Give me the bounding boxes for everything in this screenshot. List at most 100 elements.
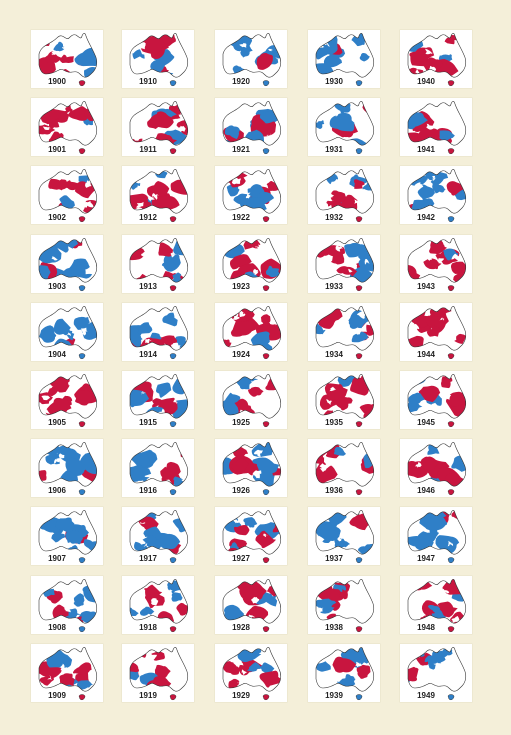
year-label: 1942 xyxy=(417,213,435,222)
blank-region xyxy=(252,470,262,479)
year-label: 1931 xyxy=(325,145,343,154)
tasmania-outline xyxy=(262,626,270,633)
australia-map-1931 xyxy=(315,101,375,155)
blue-region xyxy=(73,593,85,607)
blank-region xyxy=(171,43,178,50)
year-label: 1903 xyxy=(48,282,66,291)
blue-region xyxy=(333,584,346,594)
blank-region xyxy=(355,661,364,668)
blue-region xyxy=(130,331,143,348)
blue-region xyxy=(130,671,140,681)
blank-region xyxy=(250,596,260,604)
tasmania-outline xyxy=(78,216,86,223)
blue-region xyxy=(132,49,145,60)
year-label: 1915 xyxy=(139,418,157,427)
tasmania-outline xyxy=(169,626,177,633)
blank-region xyxy=(232,518,241,524)
australia-map-1902 xyxy=(38,169,98,223)
blank-region xyxy=(65,173,71,179)
blue-region xyxy=(225,392,241,405)
blank-region xyxy=(83,200,94,208)
year-label: 1900 xyxy=(48,77,66,86)
blank-region xyxy=(415,462,423,468)
coastline-outline xyxy=(407,510,467,555)
australia-map-1940 xyxy=(407,33,467,87)
red-region xyxy=(228,678,242,689)
australia-map-1900 xyxy=(38,33,98,87)
year-label: 1941 xyxy=(417,145,435,154)
red-region xyxy=(420,456,440,471)
coastline-outline xyxy=(315,442,375,487)
year-label: 1932 xyxy=(325,213,343,222)
australia-map-1909 xyxy=(38,647,98,701)
blank-region xyxy=(439,317,445,321)
australia-map-1923 xyxy=(222,238,282,292)
blank-region xyxy=(141,250,148,257)
blank-region xyxy=(51,50,58,56)
tasmania-outline xyxy=(262,216,270,223)
australia-map-1928 xyxy=(222,579,282,633)
blank-region xyxy=(143,543,149,548)
blank-region xyxy=(251,380,258,385)
blue-region xyxy=(323,55,342,70)
red-region xyxy=(255,530,277,549)
tasmania-outline xyxy=(262,148,270,155)
map-tile-1934: 1934 xyxy=(308,303,380,361)
map-tile-1938: 1938 xyxy=(308,576,380,634)
map-tile-1935: 1935 xyxy=(308,371,380,429)
tasmania-outline xyxy=(355,216,363,223)
blue-region xyxy=(359,53,370,62)
blank-region xyxy=(413,664,421,670)
tasmania-outline xyxy=(447,694,455,701)
blue-region xyxy=(334,538,350,549)
year-label: 1911 xyxy=(139,145,157,154)
australia-map-1930 xyxy=(315,33,375,87)
australia-map-1934 xyxy=(315,306,375,360)
blank-region xyxy=(132,134,142,141)
tasmania-outline xyxy=(355,489,363,496)
coastline-outline xyxy=(222,374,282,419)
tasmania-outline xyxy=(169,421,177,428)
red-region xyxy=(331,251,345,265)
red-region xyxy=(65,180,79,191)
coastline-outline xyxy=(129,510,189,555)
blue-region xyxy=(162,312,178,327)
red-region xyxy=(75,390,95,406)
blank-region xyxy=(430,402,440,413)
blank-region xyxy=(62,46,71,51)
coastline-outline xyxy=(407,579,467,624)
blank-region xyxy=(451,253,461,262)
red-region xyxy=(426,325,440,337)
year-label: 1905 xyxy=(48,418,66,427)
blank-region xyxy=(426,123,435,130)
australia-map-1905 xyxy=(38,374,98,428)
australia-map-1901 xyxy=(38,101,98,155)
blue-region xyxy=(53,41,66,52)
coastline-outline xyxy=(222,33,282,78)
blank-region xyxy=(241,669,247,675)
red-region xyxy=(39,470,47,482)
blue-region xyxy=(417,184,435,201)
blank-region xyxy=(326,399,333,405)
blank-region xyxy=(333,113,339,117)
blank-region xyxy=(253,268,259,276)
blank-region xyxy=(324,460,333,469)
blank-region xyxy=(336,674,345,683)
coastline-outline xyxy=(315,374,375,419)
blue-region xyxy=(329,112,355,132)
map-tile-1907: 1907 xyxy=(31,507,103,565)
blank-region xyxy=(253,449,263,457)
year-label: 1948 xyxy=(417,623,435,632)
red-region xyxy=(39,661,63,679)
red-region xyxy=(48,118,60,129)
blue-region xyxy=(39,442,61,455)
blue-region xyxy=(351,331,369,343)
map-tile-1932: 1932 xyxy=(308,166,380,224)
blank-region xyxy=(341,313,350,320)
australia-map-1916 xyxy=(129,442,189,496)
blank-region xyxy=(267,47,273,52)
blue-region xyxy=(251,442,273,457)
blue-region xyxy=(139,606,155,616)
tasmania-outline xyxy=(78,80,86,87)
blank-region xyxy=(253,254,260,263)
